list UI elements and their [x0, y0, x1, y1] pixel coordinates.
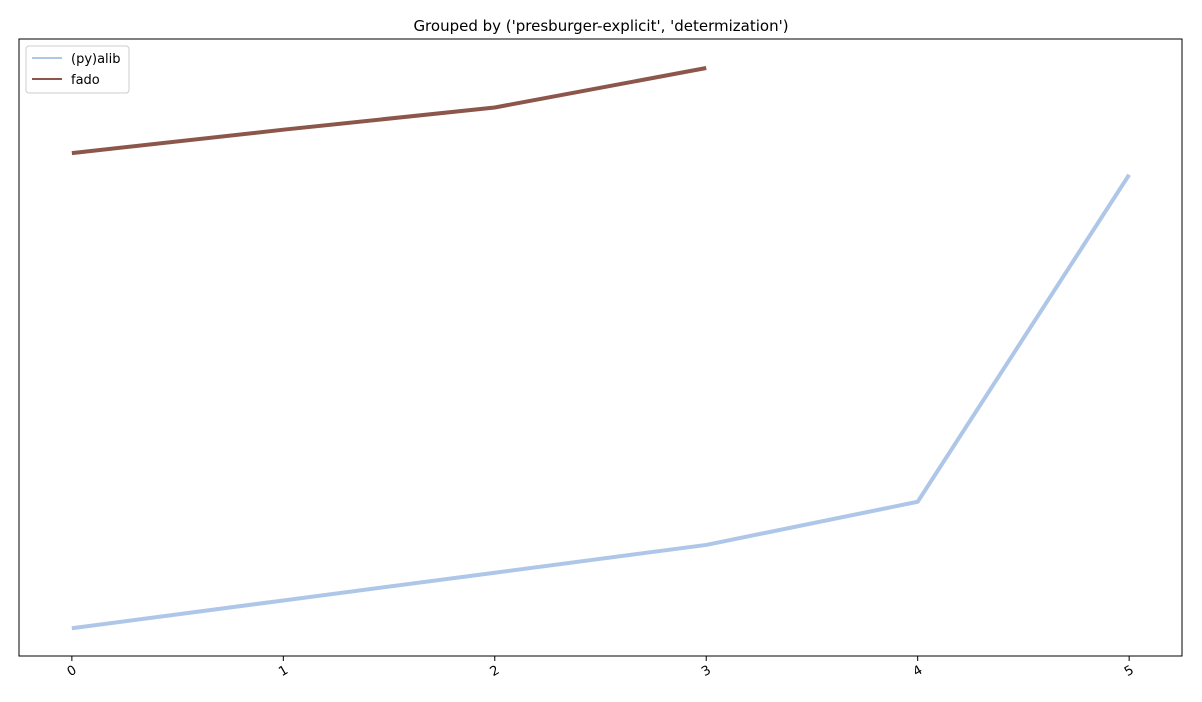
legend-label: (py)alib	[71, 52, 121, 67]
plot-area-frame	[18, 38, 1183, 657]
series-lines	[71, 66, 1131, 631]
series-line-1	[71, 66, 707, 156]
chart-title: Grouped by ('presburger-explicit', 'dete…	[413, 17, 788, 35]
series-line-0	[71, 173, 1131, 631]
legend: (py)alib fado	[25, 45, 130, 94]
legend-label: fado	[71, 73, 100, 88]
